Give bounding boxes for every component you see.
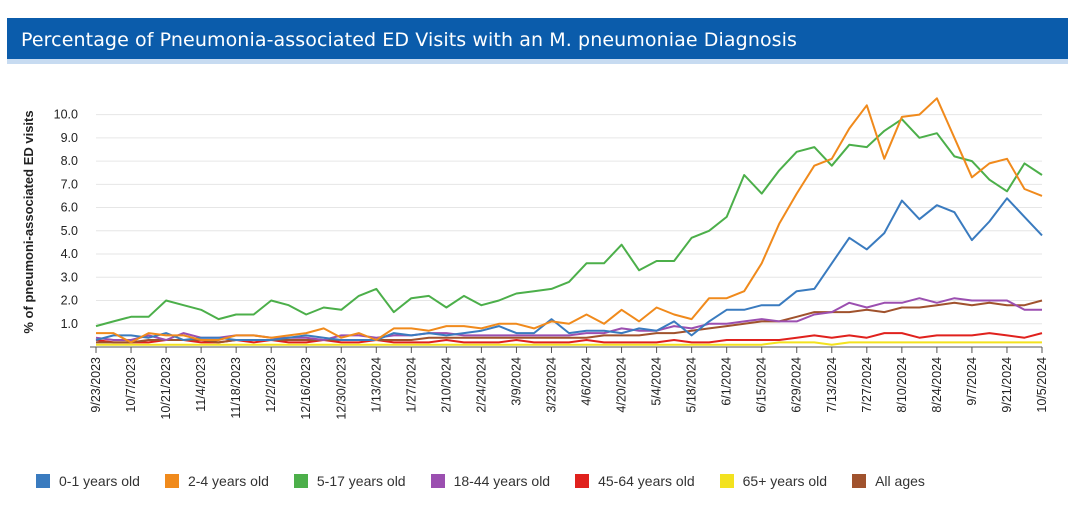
x-tick-label: 12/16/2023	[299, 357, 313, 420]
x-tick-label: 11/18/2023	[229, 357, 243, 419]
y-tick-label: 5.0	[61, 224, 78, 238]
legend-label: All ages	[875, 473, 925, 489]
legend-item[interactable]: All ages	[852, 473, 925, 489]
x-tick-label: 4/20/2024	[615, 357, 629, 413]
y-tick-label: 1.0	[61, 317, 78, 331]
x-tick-label: 9/7/2024	[965, 357, 979, 406]
legend-label: 2-4 years old	[187, 473, 269, 489]
series-lines	[95, 97, 1043, 346]
y-tick-label: 3.0	[61, 270, 78, 284]
x-tick-label: 8/10/2024	[895, 357, 909, 413]
x-tick-label: 3/23/2024	[544, 357, 558, 413]
legend-swatch	[36, 474, 50, 488]
series-line-45-64-years-old	[95, 332, 1043, 344]
x-tick-label: 10/7/2023	[124, 357, 138, 413]
y-axis-label: % of pneumoni-associated ED visits	[21, 110, 36, 333]
legend-swatch	[430, 474, 445, 488]
x-tick-label: 2/10/2024	[439, 357, 453, 413]
legend-label: 45-64 years old	[598, 473, 695, 489]
legend-item[interactable]: 65+ years old	[719, 473, 828, 489]
x-tick-label: 11/4/2023	[194, 357, 208, 412]
x-tick-label: 6/15/2024	[755, 357, 769, 413]
y-tick-label: 10.0	[54, 108, 78, 122]
x-tick-label: 4/6/2024	[580, 357, 594, 406]
y-axis-ticks: 1.0 2.0 3.0 4.0 5.0 6.0 7.0 8.0 9.0 10.0	[54, 108, 78, 331]
x-tick-label: 12/2/2023	[264, 357, 278, 413]
x-tick-label: 5/18/2024	[685, 357, 699, 413]
chart-header: Percentage of Pneumonia-associated ED Vi…	[7, 18, 1068, 64]
y-tick-label: 6.0	[61, 201, 78, 215]
legend-label: 18-44 years old	[453, 473, 551, 489]
x-tick-label: 10/21/2023	[159, 357, 173, 420]
series-line-2-4-years-old	[96, 97, 1043, 344]
x-tick-label: 8/24/2024	[930, 357, 944, 413]
legend-item[interactable]: 5-17 years old	[293, 473, 406, 489]
x-tick-label: 6/29/2024	[790, 357, 804, 413]
legend-label: 0-1 years old	[59, 473, 140, 489]
series-line-65-years-old	[96, 341, 1042, 346]
y-tick-label: 7.0	[61, 177, 78, 191]
legend-swatch	[719, 474, 734, 488]
x-tick-label: 7/27/2024	[860, 357, 874, 413]
x-tick-label: 1/27/2024	[404, 357, 418, 413]
legend-item[interactable]: 45-64 years old	[575, 473, 695, 489]
legend-swatch	[293, 474, 308, 488]
legend-swatch	[852, 474, 867, 488]
x-tick-label: 5/4/2024	[650, 357, 664, 406]
x-tick-label: 2/24/2024	[474, 357, 488, 413]
x-tick-label: 6/1/2024	[720, 357, 734, 406]
x-tick-label: 9/21/2024	[1000, 357, 1014, 413]
y-tick-label: 9.0	[61, 131, 78, 145]
x-tick-label: 7/13/2024	[825, 357, 839, 413]
x-tick-label: 9/23/2023	[89, 357, 103, 413]
y-tick-label: 2.0	[61, 294, 78, 308]
x-tick-label: 12/30/2023	[334, 357, 348, 420]
y-tick-label: 4.0	[61, 247, 78, 261]
legend-item[interactable]: 2-4 years old	[164, 473, 269, 489]
legend-swatch	[164, 474, 179, 488]
series-line-5-17-years-old	[95, 118, 1043, 328]
legend-label: 5-17 years old	[316, 473, 406, 489]
legend-item[interactable]: 18-44 years old	[430, 473, 551, 489]
line-chart: 1.0 2.0 3.0 4.0 5.0 6.0 7.0 8.0 9.0 10.0 9/23/202…	[21, 97, 1049, 420]
x-tick-label: 10/5/2024	[1035, 357, 1049, 413]
x-tick-label: 3/9/2024	[509, 357, 523, 406]
y-tick-label: 8.0	[61, 154, 78, 168]
x-tick-label: 1/13/2024	[369, 357, 383, 413]
x-axis-ticks: 9/23/2023 10/7/2023 10/21/2023 11/4/2023 11/…	[89, 347, 1049, 420]
gridlines	[90, 114, 1042, 348]
legend-swatch	[575, 474, 590, 488]
legend-item[interactable]: 0-1 years old	[36, 473, 140, 489]
legend-label: 65+ years old	[742, 473, 828, 489]
series-line-0-1-years-old	[95, 197, 1043, 341]
page-title: Percentage of Pneumonia-associated ED Vi…	[21, 29, 798, 51]
chart-legend: 0-1 years old 2-4 years old 5-17 years old…	[36, 473, 950, 489]
